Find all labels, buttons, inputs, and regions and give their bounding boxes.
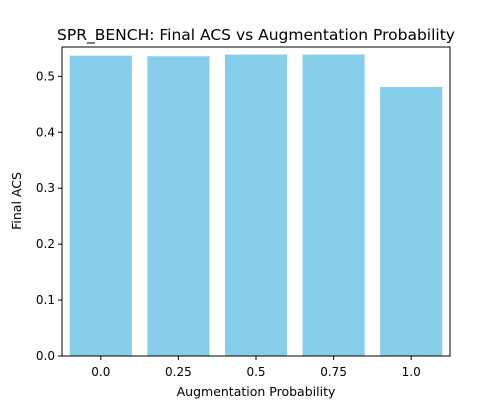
- bar: [380, 86, 443, 357]
- y-tick-label: 0.5: [36, 69, 55, 83]
- x-tick-label: 1.0: [402, 365, 421, 379]
- x-tick-label: 0.25: [165, 365, 192, 379]
- bars-group: [69, 54, 443, 357]
- y-tick-label: 0.1: [36, 293, 55, 307]
- chart-title: SPR_BENCH: Final ACS vs Augmentation Pro…: [57, 26, 455, 45]
- y-tick-label: 0.3: [36, 181, 55, 195]
- x-tick-label: 0.0: [91, 365, 110, 379]
- y-axis: 0.0 0.1 0.2 0.3 0.4 0.5: [36, 69, 62, 363]
- bar: [224, 54, 288, 356]
- y-tick-label: 0.0: [36, 349, 55, 363]
- x-tick-label: 0.75: [320, 365, 347, 379]
- y-tick-label: 0.4: [36, 125, 55, 139]
- x-axis: 0.0 0.25 0.5 0.75 1.0: [91, 356, 421, 379]
- bar: [147, 56, 210, 356]
- x-tick-label: 0.5: [246, 365, 265, 379]
- y-axis-label: Final ACS: [9, 172, 24, 230]
- plot-frame: [61, 46, 451, 357]
- bar: [302, 54, 365, 356]
- y-tick-label: 0.2: [36, 237, 55, 251]
- bar: [69, 55, 132, 357]
- x-axis-label: Augmentation Probability: [177, 384, 336, 399]
